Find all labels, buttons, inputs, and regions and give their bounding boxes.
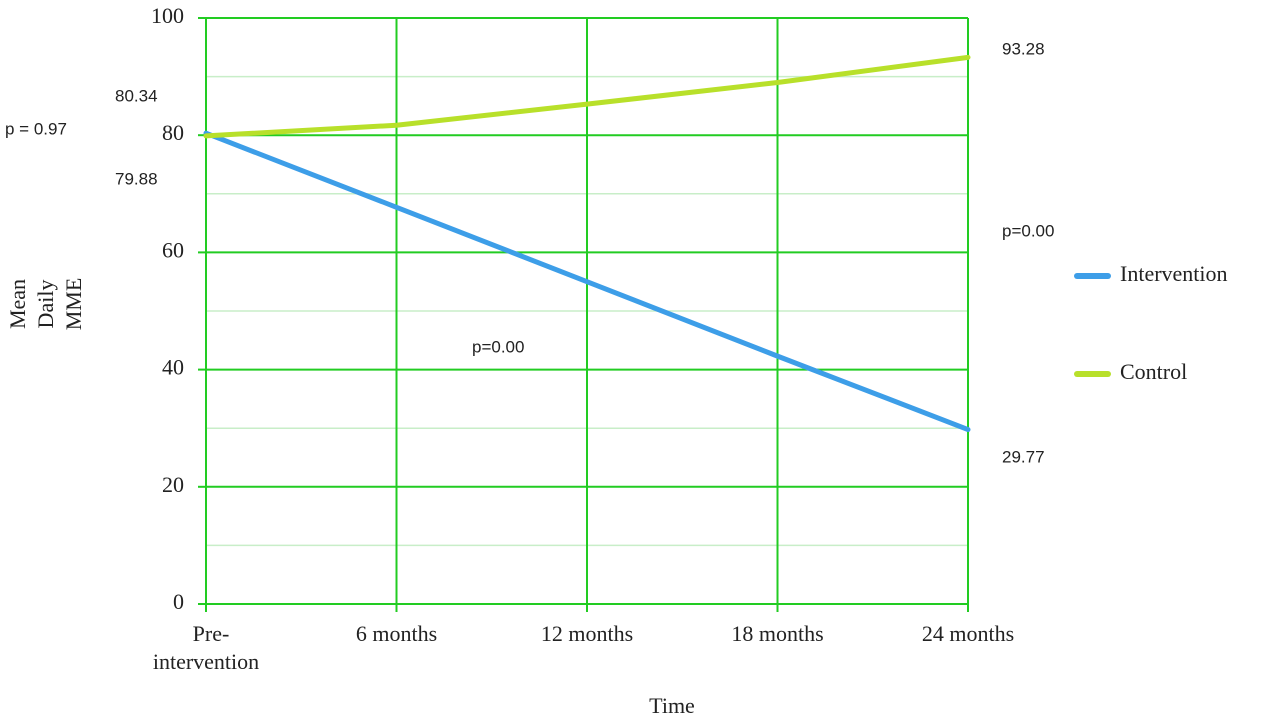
legend-label: Control [1120, 359, 1187, 384]
y-tick-label: 60 [162, 237, 184, 262]
annotation: p=0.00 [472, 337, 524, 356]
y-axis-title: Mean Daily MME [5, 278, 86, 331]
legend-label: Intervention [1120, 261, 1228, 286]
series-line [203, 130, 971, 433]
x-tick-label: 18 months [731, 621, 823, 646]
y-tick-label: 80 [162, 120, 184, 145]
y-tick-label: 40 [162, 355, 184, 380]
x-axis-title: Time [649, 693, 695, 718]
series-line [203, 54, 971, 139]
y-tick-label: 20 [162, 472, 184, 497]
x-tick-label: 12 months [541, 621, 633, 646]
data-label: 80.34 [115, 86, 158, 105]
annotation: p=0.00 [1002, 221, 1054, 240]
data-label: 79.88 [115, 169, 158, 188]
annotation: p = 0.97 [5, 119, 67, 138]
data-label: 93.28 [1002, 39, 1045, 58]
x-tick-label: 24 months [922, 621, 1014, 646]
x-tick-label: 6 months [356, 621, 437, 646]
data-label: 29.77 [1002, 447, 1045, 466]
x-tick-label: Pre-intervention [153, 621, 259, 674]
y-tick-label: 100 [151, 3, 184, 28]
y-tick-label: 0 [173, 589, 184, 614]
